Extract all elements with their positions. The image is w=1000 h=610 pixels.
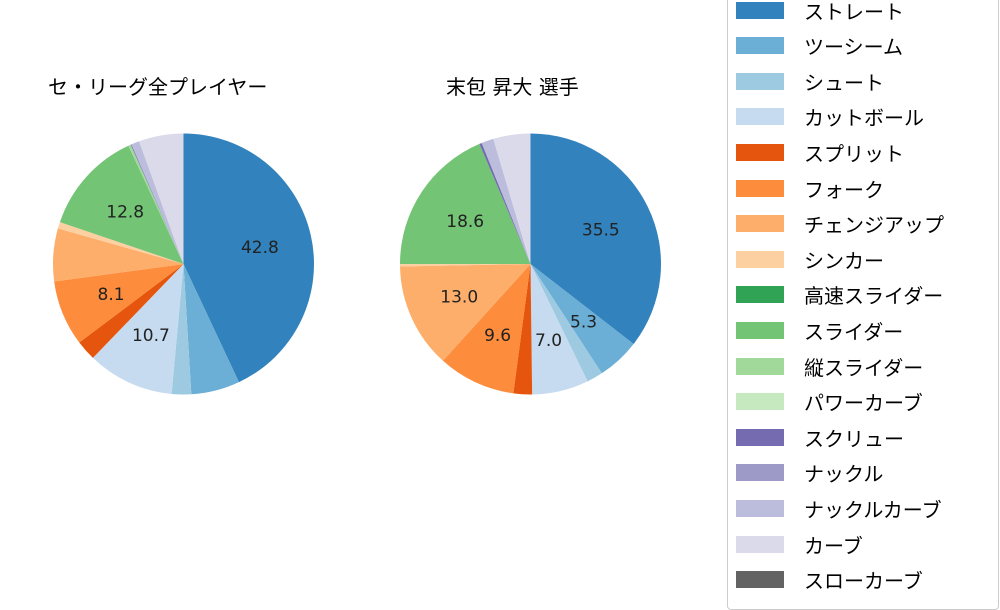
pie-chart-league: 42.8 10.7 8.1 12.8 — [53, 133, 315, 395]
slice-value-label: 13.0 — [440, 287, 478, 307]
pie-slice — [171, 264, 192, 395]
slice-value-label: 9.6 — [484, 326, 511, 346]
pie-slice — [442, 264, 531, 394]
legend-item: ツーシーム — [736, 34, 903, 60]
pie-slice — [131, 141, 184, 264]
pie-slice — [493, 133, 531, 264]
legend-item: 高速スライダー — [736, 283, 944, 309]
pie-slice — [530, 264, 588, 395]
slice-value-label: 5.3 — [570, 313, 597, 333]
pie-slice — [139, 133, 184, 264]
pie-slice — [530, 133, 661, 344]
legend-item: ナックル — [736, 461, 884, 487]
legend-item: スライダー — [736, 318, 904, 344]
pie-slice — [481, 138, 531, 264]
pie-slice — [513, 264, 533, 395]
legend-item: スプリット — [736, 140, 904, 166]
pie-slice — [92, 264, 184, 394]
legend-swatch — [736, 250, 784, 268]
legend-item: フォーク — [736, 176, 884, 202]
legend-label: カットボール — [804, 106, 924, 131]
legend-label: ナックル — [804, 462, 884, 487]
slice-value-label: 35.5 — [582, 221, 620, 241]
pie-charts: 42.8 10.7 8.1 12.8 35.5 5.3 7.0 9.6 13.0 18.6 — [53, 133, 661, 395]
pie-slice — [400, 264, 531, 361]
legend-swatch — [736, 499, 784, 517]
legend-swatch — [736, 535, 784, 553]
legend-label: チェンジアップ — [804, 213, 944, 238]
legend-label: スローカーブ — [804, 569, 923, 594]
legend-item: カットボール — [736, 105, 924, 131]
pie-chart-player: 35.5 5.3 7.0 9.6 13.0 18.6 — [400, 133, 661, 395]
pie-slice — [59, 145, 184, 264]
legend-label: スライダー — [804, 319, 904, 344]
legend-item: カーブ — [736, 532, 863, 558]
pie-slice — [530, 264, 602, 382]
legend-swatch — [736, 1, 784, 19]
legend-label: シンカー — [804, 248, 884, 273]
legend-item: シュート — [736, 69, 884, 95]
legend-label: ナックルカーブ — [804, 497, 942, 522]
legend-swatch — [736, 428, 784, 446]
slice-value-label: 42.8 — [241, 238, 279, 258]
legend-label: スプリット — [804, 141, 904, 166]
slice-value-label: 18.6 — [446, 212, 484, 232]
pie-slice — [130, 144, 184, 264]
legend-label: スクリュー — [804, 426, 904, 451]
pie-slice — [57, 222, 184, 264]
slice-value-label: 8.1 — [98, 285, 125, 305]
pie-slice — [479, 142, 531, 264]
left-chart-title: セ・リーグ全プレイヤー — [48, 75, 268, 99]
slice-value-label: 12.8 — [106, 203, 144, 223]
legend-label: シュート — [804, 70, 884, 95]
legend-swatch — [736, 37, 784, 55]
legend-swatch — [736, 357, 784, 375]
slice-value-label: 10.7 — [132, 326, 170, 346]
legend-item: 縦スライダー — [736, 354, 924, 380]
legend-swatch — [736, 393, 784, 411]
legend-label: フォーク — [804, 177, 884, 202]
legend-item: スクリュー — [736, 425, 904, 451]
legend-swatch — [736, 571, 784, 589]
legend-swatch — [736, 72, 784, 90]
legend-item: スローカーブ — [736, 568, 923, 594]
legend-label: 高速スライダー — [804, 284, 944, 309]
legend-item: ナックルカーブ — [736, 496, 942, 522]
pie-slice — [183, 264, 239, 395]
pie-slice — [183, 133, 315, 383]
legend-label: ツーシーム — [804, 35, 903, 60]
legend-item: パワーカーブ — [736, 390, 923, 416]
legend-item: チェンジアップ — [736, 212, 944, 238]
pie-slice — [400, 264, 531, 267]
legend: ストレートツーシームシュートカットボール スプリットフォークチェンジアップ シンカー… — [727, 0, 999, 610]
legend-item: シンカー — [736, 247, 884, 273]
legend-swatch — [736, 215, 784, 233]
legend-label: カーブ — [804, 533, 863, 558]
legend-label: パワーカーブ — [804, 391, 923, 416]
legend-swatch — [736, 321, 784, 339]
legend-item: ストレート — [736, 0, 904, 24]
pie-slice — [79, 264, 184, 358]
pie-slice — [53, 228, 184, 282]
right-chart-title: 末包 昇大 選手 — [446, 75, 579, 99]
pie-slice — [400, 143, 531, 264]
pie-slice — [530, 264, 634, 374]
pie-slice — [54, 264, 184, 343]
legend-swatch — [736, 286, 784, 304]
slice-value-label: 7.0 — [535, 331, 562, 351]
legend-swatch — [736, 108, 784, 126]
pie-slice — [128, 144, 184, 264]
legend-swatch — [736, 143, 784, 161]
legend-label: 縦スライダー — [804, 355, 924, 380]
legend-swatch — [736, 464, 784, 482]
legend-swatch — [736, 179, 784, 197]
legend-label: ストレート — [804, 0, 904, 24]
